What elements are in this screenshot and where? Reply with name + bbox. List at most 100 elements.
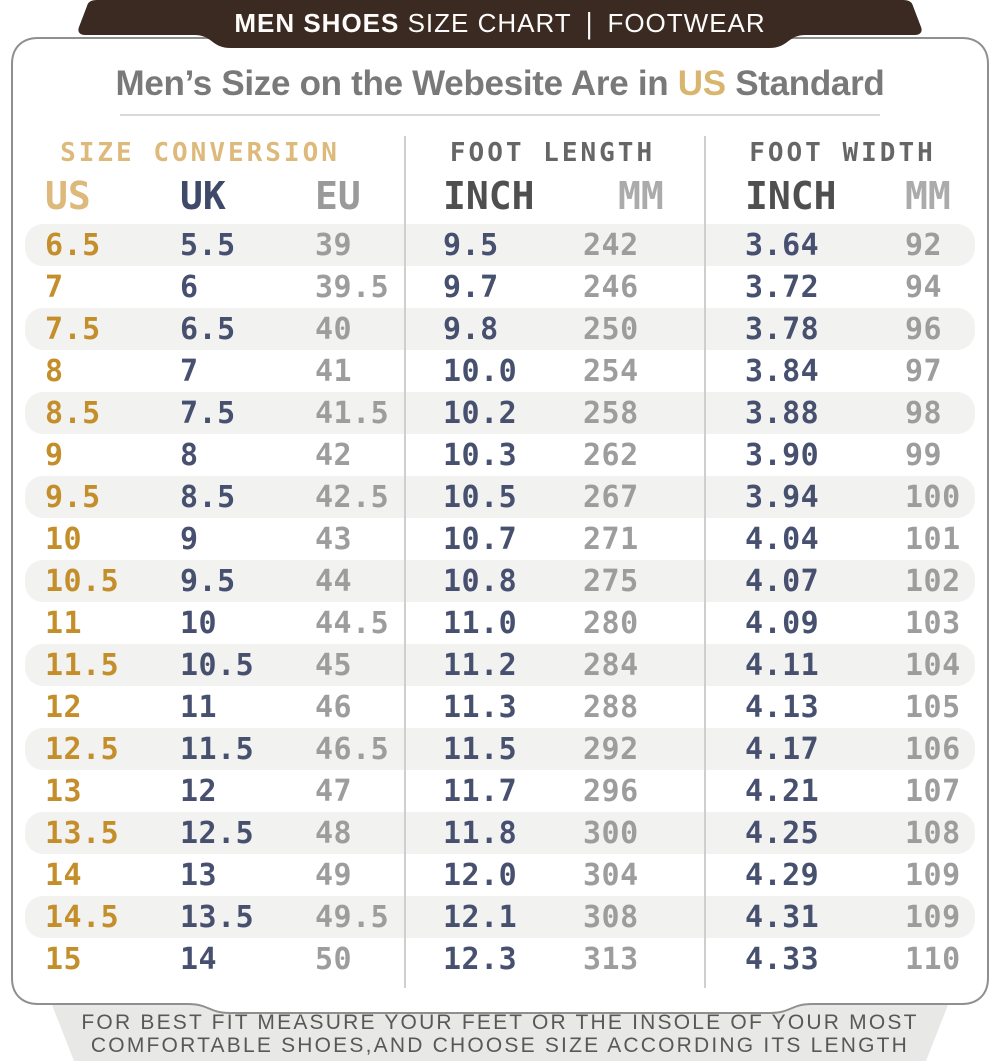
col-header-width-mm: MM <box>905 174 951 218</box>
cell-width-inch: 4.07 <box>745 563 820 599</box>
cell-us: 12.5 <box>45 731 120 767</box>
cell-uk: 13.5 <box>180 899 255 935</box>
cell-uk: 6 <box>180 269 199 305</box>
cell-width-mm: 97 <box>905 353 943 389</box>
cell-eu: 47 <box>315 773 353 809</box>
banner: MEN SHOES SIZE CHART | FOOTWEAR <box>0 0 1000 47</box>
cell-uk: 12 <box>180 773 218 809</box>
cell-length-inch: 11.3 <box>443 689 518 725</box>
cell-eu: 46.5 <box>315 731 390 767</box>
cell-uk: 13 <box>180 857 218 893</box>
cell-us: 12 <box>45 689 83 725</box>
cell-width-inch: 4.31 <box>745 899 820 935</box>
title-highlight: US <box>677 64 726 103</box>
footer-band <box>52 1005 948 1061</box>
col-header-length-mm: MM <box>618 174 664 218</box>
cell-us: 11.5 <box>45 647 120 683</box>
cell-uk: 12.5 <box>180 815 255 851</box>
footer-line-2: COMFORTABLE SHOES,AND CHOOSE SIZE ACCORD… <box>90 1034 910 1057</box>
cell-length-inch: 10.8 <box>443 563 518 599</box>
cell-length-mm: 258 <box>583 395 639 431</box>
title-suffix: Standard <box>725 64 885 103</box>
table-row: 12.5 11.5 46.5 11.5 292 4.17 106 <box>25 728 975 770</box>
col-header-width-inch: INCH <box>745 174 837 218</box>
cell-width-inch: 4.33 <box>745 941 820 977</box>
cell-eu: 42 <box>315 437 353 473</box>
cell-width-mm: 105 <box>905 689 961 725</box>
cell-uk: 6.5 <box>180 311 236 347</box>
cell-length-mm: 308 <box>583 899 639 935</box>
group-header-foot-length: FOOT LENGTH <box>449 138 656 168</box>
cell-width-mm: 94 <box>905 269 943 305</box>
cell-length-mm: 313 <box>583 941 639 977</box>
cell-length-mm: 275 <box>583 563 639 599</box>
cell-uk: 10.5 <box>180 647 255 683</box>
cell-eu: 39 <box>315 227 353 263</box>
header-ribbon <box>78 0 922 48</box>
cell-width-inch: 4.29 <box>745 857 820 893</box>
column-divider-2 <box>704 136 706 988</box>
col-header-length-inch: INCH <box>443 174 535 218</box>
cell-us: 8.5 <box>45 395 101 431</box>
table-body: 6.5 5.5 39 9.5 242 3.64 92 7 6 39.5 9.7 … <box>25 224 975 980</box>
table-row: 9 8 42 10.3 262 3.90 99 <box>25 434 975 476</box>
cell-eu: 49.5 <box>315 899 390 935</box>
cell-uk: 7.5 <box>180 395 236 431</box>
cell-length-inch: 11.2 <box>443 647 518 683</box>
cell-length-inch: 12.3 <box>443 941 518 977</box>
cell-width-mm: 110 <box>905 941 961 977</box>
cell-width-inch: 4.25 <box>745 815 820 851</box>
table-row: 6.5 5.5 39 9.5 242 3.64 92 <box>25 224 975 266</box>
cell-eu: 46 <box>315 689 353 725</box>
cell-us: 13 <box>45 773 83 809</box>
page-title: Men’s Size on the Webesite Are in US Sta… <box>0 64 1000 104</box>
cell-uk: 9.5 <box>180 563 236 599</box>
cell-width-mm: 98 <box>905 395 943 431</box>
cell-width-inch: 4.04 <box>745 521 820 557</box>
cell-width-inch: 3.88 <box>745 395 820 431</box>
cell-width-inch: 3.72 <box>745 269 820 305</box>
cell-length-mm: 296 <box>583 773 639 809</box>
cell-width-inch: 4.13 <box>745 689 820 725</box>
cell-us: 15 <box>45 941 83 977</box>
cell-length-mm: 288 <box>583 689 639 725</box>
cell-eu: 48 <box>315 815 353 851</box>
cell-uk: 9 <box>180 521 199 557</box>
cell-length-inch: 11.8 <box>443 815 518 851</box>
cell-width-inch: 3.64 <box>745 227 820 263</box>
cell-width-inch: 4.17 <box>745 731 820 767</box>
cell-uk: 8.5 <box>180 479 236 515</box>
table-row: 10.5 9.5 44 10.8 275 4.07 102 <box>25 560 975 602</box>
cell-eu: 50 <box>315 941 353 977</box>
table-row: 11 10 44.5 11.0 280 4.09 103 <box>25 602 975 644</box>
cell-uk: 11.5 <box>180 731 255 767</box>
cell-us: 14 <box>45 857 83 893</box>
footer-note: FOR BEST FIT MEASURE YOUR FEET OR THE IN… <box>0 1011 1000 1057</box>
title-prefix: Men’s Size on the Webesite Are in <box>115 64 678 103</box>
cell-length-inch: 12.0 <box>443 857 518 893</box>
banner-title-rest: SIZE CHART <box>399 8 572 38</box>
cell-length-inch: 10.2 <box>443 395 518 431</box>
cell-width-mm: 102 <box>905 563 961 599</box>
cell-length-inch: 12.1 <box>443 899 518 935</box>
cell-length-mm: 254 <box>583 353 639 389</box>
cell-eu: 42.5 <box>315 479 390 515</box>
group-header-foot-width: FOOT WIDTH <box>749 138 936 168</box>
cell-eu: 41 <box>315 353 353 389</box>
cell-length-inch: 10.3 <box>443 437 518 473</box>
cell-us: 9.5 <box>45 479 101 515</box>
table-row: 8 7 41 10.0 254 3.84 97 <box>25 350 975 392</box>
cell-length-mm: 284 <box>583 647 639 683</box>
cell-length-mm: 300 <box>583 815 639 851</box>
cell-us: 11 <box>45 605 83 641</box>
cell-width-mm: 109 <box>905 857 961 893</box>
table-row: 12 11 46 11.3 288 4.13 105 <box>25 686 975 728</box>
cell-uk: 8 <box>180 437 199 473</box>
cell-eu: 40 <box>315 311 353 347</box>
title-rule <box>120 114 880 116</box>
cell-length-mm: 292 <box>583 731 639 767</box>
table-row: 14.5 13.5 49.5 12.1 308 4.31 109 <box>25 896 975 938</box>
cell-uk: 10 <box>180 605 218 641</box>
cell-width-inch: 4.09 <box>745 605 820 641</box>
